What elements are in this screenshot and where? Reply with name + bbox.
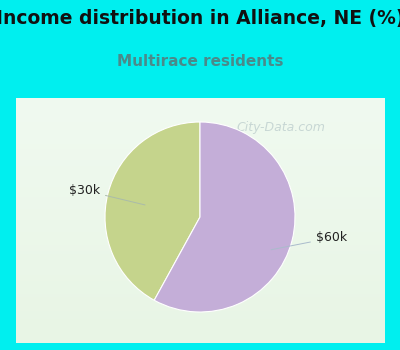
Text: $60k: $60k	[271, 231, 347, 250]
Text: Multirace residents: Multirace residents	[117, 54, 283, 69]
Text: City-Data.com: City-Data.com	[236, 121, 325, 134]
Wedge shape	[154, 122, 295, 312]
Text: $30k: $30k	[69, 184, 145, 205]
Text: Income distribution in Alliance, NE (%): Income distribution in Alliance, NE (%)	[0, 9, 400, 28]
Wedge shape	[105, 122, 200, 300]
